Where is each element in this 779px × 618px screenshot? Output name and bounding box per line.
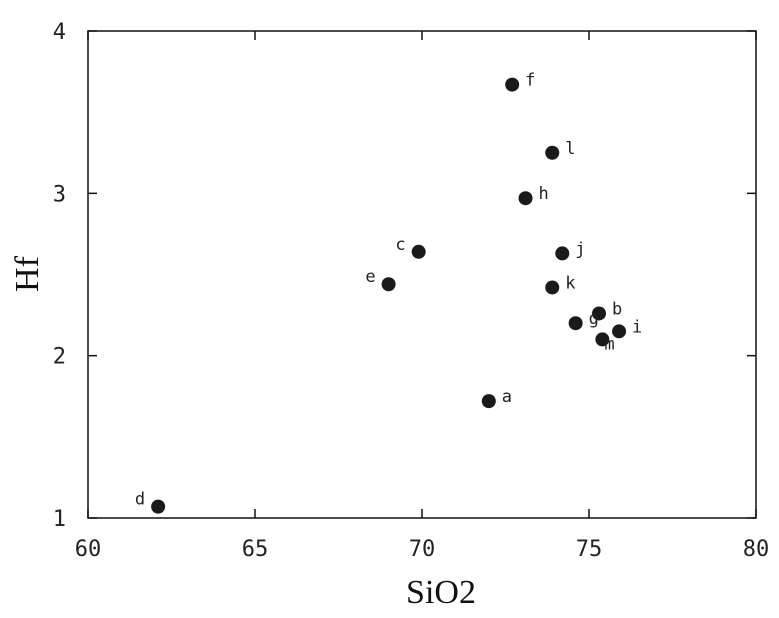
data-point-b (592, 306, 607, 321)
data-label-j: j (575, 239, 585, 259)
data-point-m (595, 332, 610, 347)
data-point-g (568, 316, 583, 331)
data-label-e: e (365, 267, 375, 287)
data-point-h (518, 191, 533, 206)
data-label-c: c (395, 235, 405, 255)
x-axis-title: SiO2 (406, 574, 476, 611)
data-point-labels: a b c d e f g h i jk l m (135, 71, 642, 510)
data-point-i (612, 324, 627, 339)
data-point-c (411, 244, 426, 259)
y-tick-label: 2 (53, 345, 66, 370)
data-label-a: a (502, 387, 512, 407)
y-tick-label: 3 (53, 182, 66, 207)
data-label-i: i (632, 317, 642, 337)
x-tick-label: 80 (743, 537, 770, 562)
y-tick-label: 4 (53, 20, 66, 45)
data-label-l: l (565, 139, 575, 159)
data-point-e (381, 277, 396, 292)
data-label-b: b (612, 299, 622, 319)
data-point-j (555, 246, 570, 261)
data-label-f: f (525, 71, 535, 91)
plot-frame (87, 30, 757, 519)
data-point-f (505, 77, 520, 92)
data-points (151, 77, 627, 514)
axis-ticks (87, 30, 757, 519)
data-label-d: d (135, 490, 145, 510)
data-label-g: g (589, 309, 599, 329)
data-point-a (481, 394, 496, 409)
x-tick-label: 60 (75, 537, 102, 562)
data-label-h: h (539, 184, 549, 204)
y-tick-label: 1 (53, 507, 66, 532)
x-tick-label: 75 (576, 537, 603, 562)
y-axis-title: Hf (9, 255, 46, 292)
data-point-d (151, 499, 166, 514)
axis-tick-labels: 60 65 70 75 80 1 2 3 4 (53, 20, 770, 562)
data-point-k (545, 280, 560, 295)
data-label-m: m (604, 334, 614, 354)
data-label-k: k (565, 273, 575, 293)
x-tick-label: 65 (242, 537, 269, 562)
x-tick-label: 70 (409, 537, 436, 562)
data-point-l (545, 145, 560, 160)
